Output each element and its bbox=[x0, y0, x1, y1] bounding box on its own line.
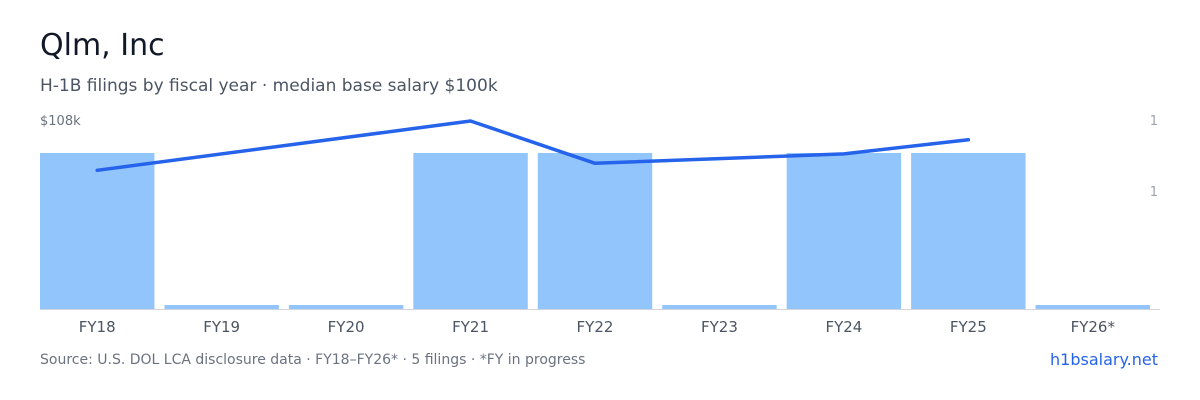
x-tick-FY24: FY24 bbox=[825, 318, 862, 336]
bar-FY25 bbox=[911, 153, 1026, 309]
x-tick-FY22: FY22 bbox=[577, 318, 614, 336]
y-right-tick-labels: 11 bbox=[1150, 114, 1158, 200]
chart-subtitle: H-1B filings by fiscal year · median bas… bbox=[40, 76, 498, 96]
bar-FY22 bbox=[537, 153, 653, 309]
y-right-tick-1: 1 bbox=[1150, 185, 1158, 200]
chart-title: Qlm, Inc bbox=[40, 28, 165, 63]
x-tick-FY25: FY25 bbox=[950, 318, 987, 336]
x-tick-FY18: FY18 bbox=[79, 318, 116, 336]
x-tick-FY23: FY23 bbox=[701, 318, 738, 336]
bar-FY20 bbox=[288, 305, 404, 309]
source-note: Source: U.S. DOL LCA disclosure data · F… bbox=[40, 352, 586, 368]
bar-FY26 bbox=[1035, 305, 1150, 309]
x-tick-FY26: FY26* bbox=[1071, 318, 1116, 336]
x-tick-FY20: FY20 bbox=[328, 318, 365, 336]
bars-group bbox=[40, 153, 1150, 309]
salary-line bbox=[95, 119, 971, 173]
bar-FY18 bbox=[40, 153, 155, 309]
bar-FY23 bbox=[662, 305, 777, 309]
x-tick-labels: FY18 FY19 FY20 FY21 FY22 FY23 FY24 FY25 FY26* bbox=[79, 318, 1116, 336]
x-tick-FY21: FY21 bbox=[452, 318, 489, 336]
bar-FY21 bbox=[413, 153, 528, 309]
x-tick-FY19: FY19 bbox=[203, 318, 240, 336]
y-right-tick-0: 1 bbox=[1150, 114, 1158, 129]
y-left-tick-label: $108k bbox=[40, 114, 81, 129]
site-link[interactable]: h1bsalary.net bbox=[1050, 350, 1158, 369]
bar-FY19 bbox=[164, 305, 279, 309]
bar-FY24 bbox=[786, 153, 902, 309]
